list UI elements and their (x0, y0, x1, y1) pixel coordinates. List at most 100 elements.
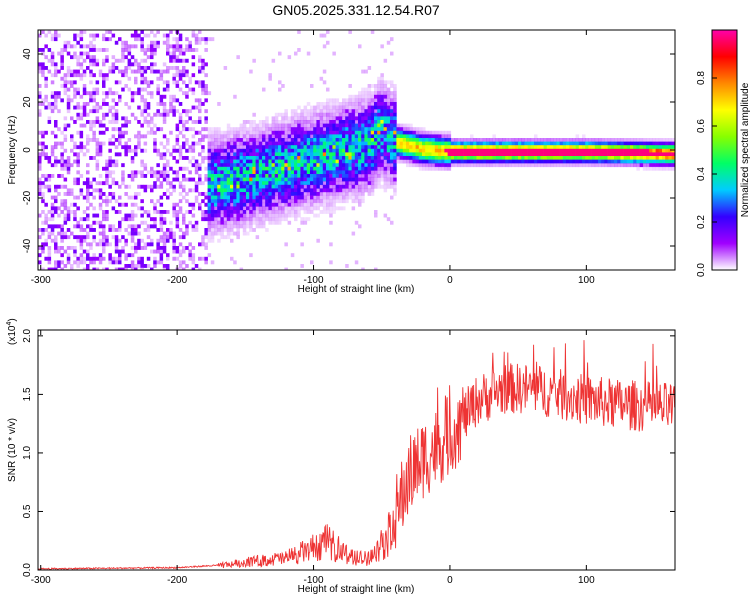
heatmap-cell (214, 181, 218, 186)
heatmap-cell (150, 238, 154, 243)
heatmap-cell (50, 148, 55, 153)
heatmap-cell (354, 166, 359, 171)
heatmap-cell (354, 177, 359, 182)
heatmap-cell (268, 123, 272, 128)
heatmap-cell (642, 152, 647, 157)
heatmap-cell (207, 177, 212, 182)
heatmap-cell (242, 184, 247, 189)
heatmap-cell (230, 181, 234, 186)
heatmap-cell (207, 152, 212, 157)
heatmap-cell (386, 109, 391, 114)
heatmap-cell (162, 242, 167, 247)
heatmap-cell (214, 141, 218, 146)
heatmap-cell (425, 166, 429, 171)
heatmap-cell (399, 159, 404, 164)
heatmap-cell (425, 163, 429, 168)
heatmap-cell (383, 130, 388, 135)
heatmap-cell (242, 199, 247, 204)
heatmap-cell (409, 159, 413, 164)
heatmap-cell (284, 267, 288, 270)
heatmap-cell (358, 109, 362, 114)
heatmap-cell (316, 123, 320, 128)
snr-line (38, 340, 675, 570)
heatmap-cell (578, 138, 583, 142)
heatmap-cell (92, 177, 96, 182)
heatmap-cell (220, 159, 224, 164)
heatmap-cell (47, 58, 52, 63)
heatmap-cell (111, 69, 116, 74)
heatmap-cell (223, 159, 228, 164)
heatmap-cell (124, 152, 128, 157)
heatmap-cell (281, 181, 285, 186)
heatmap-cell (89, 62, 93, 67)
heatmap-cell (207, 166, 212, 171)
heatmap-cell (329, 138, 333, 142)
heatmap-cell (143, 242, 148, 247)
heatmap-cell (57, 231, 61, 236)
heatmap-cell (172, 177, 176, 182)
heatmap-cell (300, 163, 304, 168)
heatmap-cell (262, 202, 266, 207)
heatmap-cell (454, 159, 458, 164)
heatmap-cell (310, 84, 314, 88)
heatmap-cell (338, 184, 343, 189)
heatmap-cell (162, 238, 167, 243)
heatmap-cell (166, 177, 170, 182)
heatmap-cell (646, 141, 650, 146)
heatmap-cell (335, 159, 340, 164)
heatmap-cell (172, 242, 176, 247)
heatmap-cell (598, 148, 602, 153)
heatmap-cell (239, 134, 244, 139)
heatmap-cell (559, 163, 564, 168)
heatmap-cell (127, 195, 132, 200)
heatmap-cell (230, 228, 234, 232)
heatmap-cell (322, 44, 327, 49)
heatmap-cell (204, 84, 208, 88)
heatmap-cell (150, 249, 154, 254)
heatmap-cell (540, 148, 544, 153)
heatmap-cell (367, 102, 372, 106)
heatmap-cell (294, 202, 298, 207)
heatmap-cell (287, 177, 292, 182)
heatmap-cell (258, 138, 263, 142)
heatmap-cell (134, 116, 138, 121)
heatmap-cell (572, 148, 576, 153)
heatmap-cell (409, 152, 413, 157)
heatmap-cell (111, 192, 116, 196)
heatmap-cell (172, 246, 176, 250)
heatmap-cell (79, 141, 84, 146)
heatmap-cell (508, 148, 512, 153)
heatmap-cell (486, 163, 490, 168)
heatmap-cell (63, 80, 68, 85)
heatmap-cell (98, 130, 103, 135)
heatmap-cell (668, 163, 672, 168)
heatmap-cell (566, 141, 570, 146)
heatmap-cell (175, 37, 180, 42)
heatmap-cell (38, 177, 42, 182)
heatmap-cell (70, 148, 74, 153)
heatmap-cell (249, 228, 253, 232)
heatmap-cell (252, 148, 256, 153)
heatmap-cell (92, 213, 96, 218)
heatmap-cell (546, 163, 551, 168)
heatmap-cell (438, 166, 442, 171)
heatmap-cell (204, 210, 208, 214)
heatmap-cell (393, 181, 397, 186)
heatmap-cell (124, 123, 128, 128)
heatmap-cell (265, 123, 269, 128)
heatmap-cell (242, 166, 247, 171)
heatmap-cell (150, 130, 154, 135)
heatmap-cell (54, 235, 58, 240)
heatmap-cell (367, 174, 372, 178)
heatmap-cell (527, 145, 532, 150)
heatmap-cell (290, 213, 295, 218)
heatmap-cell (79, 148, 84, 153)
heatmap-cell (278, 192, 282, 196)
heatmap-cell (82, 260, 87, 265)
heatmap-cell (422, 141, 426, 146)
heatmap-cell (236, 145, 240, 150)
heatmap-cell (198, 141, 202, 146)
heatmap-cell (38, 181, 42, 186)
heatmap-cell (236, 134, 240, 139)
heatmap-cell (41, 242, 45, 247)
